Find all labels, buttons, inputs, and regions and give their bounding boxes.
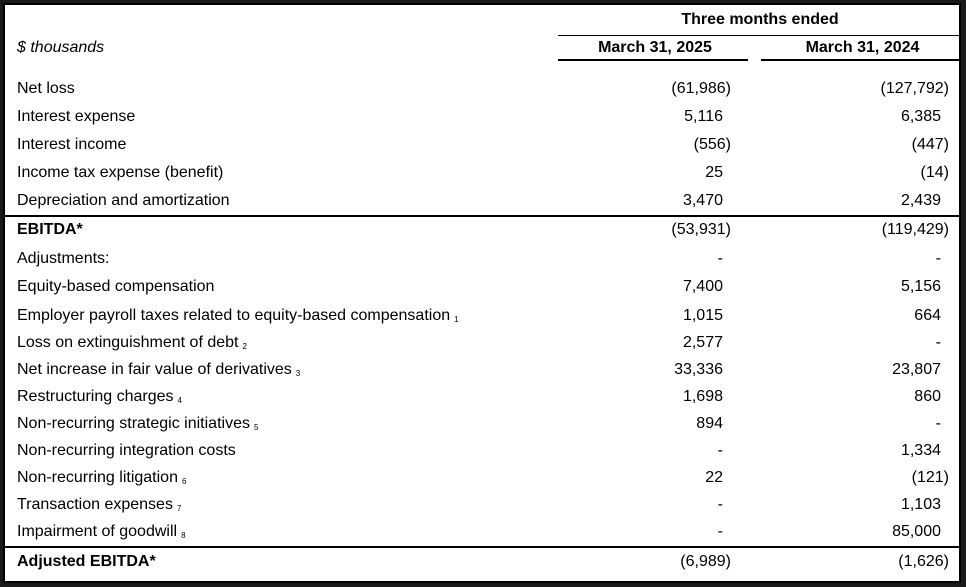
footnote-marker: 1 <box>454 315 459 324</box>
value-2025: 7,400 <box>682 278 723 295</box>
value-2024: (121) <box>911 469 949 486</box>
value-2024: (1,626) <box>898 553 949 570</box>
row-label-text: Non-recurring litigation <box>17 469 178 486</box>
value-2025: 5,116 <box>684 108 723 125</box>
value-2024: 1,103 <box>900 496 941 513</box>
value-2024: - <box>935 415 941 432</box>
row-label: Loss on extinguishment of debt 2 <box>17 334 247 352</box>
ebitda-reconciliation-table: Three months ended $ thousands March 31,… <box>3 3 961 583</box>
value-2025: (6,989) <box>680 553 731 570</box>
row-label: Restructuring charges 4 <box>17 388 182 406</box>
footnote-marker: 3 <box>295 369 301 378</box>
header-underline-2025 <box>558 59 748 61</box>
row-label: EBITDA* <box>17 221 83 239</box>
value-2025: (61,986) <box>671 80 731 97</box>
row-label: Depreciation and amortization <box>17 192 230 210</box>
row-label-text: Loss on extinguishment of debt <box>17 334 239 351</box>
row-label-text: Net loss <box>17 80 75 97</box>
row-label: Non-recurring strategic initiatives 5 <box>17 415 258 433</box>
value-2024: 6,385 <box>900 108 941 125</box>
column-header-2024: March 31, 2024 <box>805 39 920 56</box>
group-title: Three months ended <box>681 11 839 28</box>
header-underline-2024 <box>761 59 960 61</box>
row-label: Interest expense <box>17 108 135 126</box>
value-2024: 1,334 <box>900 442 941 459</box>
value-2025: - <box>717 496 723 513</box>
row-label-text: Interest expense <box>17 108 136 125</box>
value-2024: 5,156 <box>900 278 941 295</box>
value-2025: (556) <box>693 136 731 153</box>
row-label: Non-recurring litigation 6 <box>17 469 186 487</box>
footnote-marker: 6 <box>181 477 187 486</box>
row-label: Transaction expenses 7 <box>17 496 181 514</box>
row-label: Net loss <box>17 80 75 98</box>
row-label: Employer payroll taxes related to equity… <box>17 307 459 325</box>
value-2025: 25 <box>705 164 723 181</box>
row-label: Non-recurring integration costs <box>17 442 236 460</box>
value-2025: 3,470 <box>682 192 723 209</box>
value-2024: 85,000 <box>892 523 941 540</box>
value-2025: 894 <box>696 415 723 432</box>
row-label-text: Interest income <box>17 136 127 153</box>
footnote-marker: 5 <box>253 423 259 432</box>
footnote-marker: 2 <box>242 342 247 351</box>
value-2025: 1,698 <box>682 388 723 405</box>
row-label: Adjustments: <box>17 250 109 268</box>
value-2024: 664 <box>914 307 941 324</box>
row-label-text: Adjustments: <box>17 250 110 267</box>
row-label-text: Depreciation and amortization <box>17 192 230 209</box>
value-2024: (127,792) <box>880 80 950 97</box>
row-label: Impairment of goodwill 8 <box>17 523 186 541</box>
footnote-marker: 7 <box>176 504 182 513</box>
value-2025: 33,336 <box>674 361 723 378</box>
value-2025: 2,577 <box>682 334 723 351</box>
value-2025: 22 <box>705 469 723 486</box>
value-2025: 1,015 <box>682 307 723 324</box>
row-label-text: Non-recurring strategic initiatives <box>17 415 250 432</box>
header-divider <box>558 35 960 36</box>
row-label-text: Impairment of goodwill <box>17 523 178 540</box>
row-label: Interest income <box>17 136 126 154</box>
value-2024: (119,429) <box>881 221 949 238</box>
row-label-text: Income tax expense (benefit) <box>17 164 224 181</box>
row-label-text: Restructuring charges <box>17 388 174 405</box>
value-2025: (53,931) <box>671 221 731 238</box>
adjusted-ebitda-separator <box>5 546 959 548</box>
ebitda-separator <box>5 215 959 217</box>
row-label: Equity-based compensation <box>17 278 214 296</box>
value-2024: (14) <box>920 164 949 181</box>
row-label-text: Employer payroll taxes related to equity… <box>17 307 451 324</box>
footnote-marker: 8 <box>181 531 186 540</box>
row-label-text: Transaction expenses <box>17 496 173 513</box>
value-2024: (447) <box>911 136 949 153</box>
row-label-text: Net increase in fair value of derivative… <box>17 361 292 378</box>
row-label: Income tax expense (benefit) <box>17 164 223 182</box>
column-header-2025: March 31, 2025 <box>598 39 712 56</box>
footnote-marker: 4 <box>177 396 182 405</box>
value-2024: 23,807 <box>892 361 941 378</box>
units-label: $ thousands <box>17 39 105 56</box>
value-2025: - <box>717 250 723 267</box>
row-label: Net increase in fair value of derivative… <box>17 361 300 379</box>
row-label-text: EBITDA* <box>17 221 83 238</box>
row-label-text: Non-recurring integration costs <box>17 442 236 459</box>
value-2024: - <box>935 334 941 351</box>
value-2025: - <box>717 523 723 540</box>
value-2024: 2,439 <box>900 192 941 209</box>
value-2024: 860 <box>914 388 941 405</box>
value-2024: - <box>935 250 941 267</box>
row-label-text: Equity-based compensation <box>17 278 215 295</box>
row-label: Adjusted EBITDA* <box>17 553 156 571</box>
value-2025: - <box>717 442 723 459</box>
row-label-text: Adjusted EBITDA* <box>17 553 156 570</box>
